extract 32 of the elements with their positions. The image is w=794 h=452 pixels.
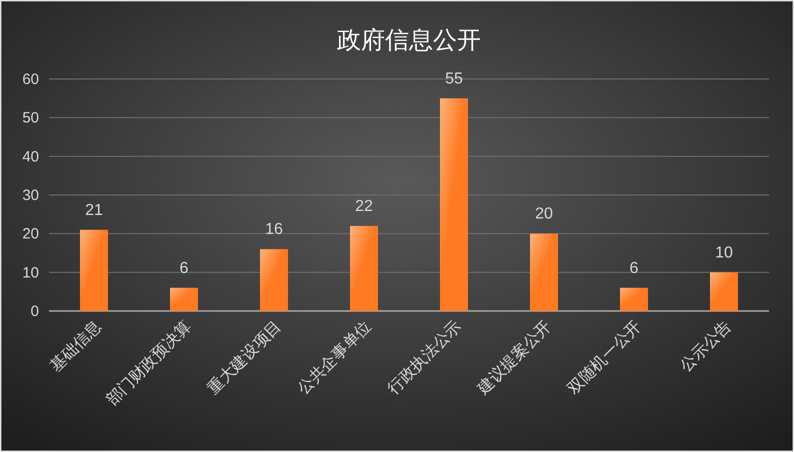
y-tick-label: 20 <box>22 226 39 243</box>
bar <box>260 249 288 311</box>
x-tick-label: 公示公告 <box>676 317 735 376</box>
x-tick-label: 双随机一公开 <box>564 317 645 398</box>
y-tick-label: 0 <box>30 303 39 320</box>
data-label: 10 <box>715 244 733 262</box>
bar <box>80 230 108 311</box>
data-label: 22 <box>355 198 373 215</box>
bar <box>170 288 198 311</box>
data-label: 55 <box>445 70 463 88</box>
chart-title: 政府信息公开 <box>337 27 481 54</box>
data-label: 20 <box>535 206 553 223</box>
y-tick-label: 40 <box>22 148 39 166</box>
y-tick-label: 50 <box>22 110 39 127</box>
bar <box>710 272 738 311</box>
data-label: 6 <box>180 260 189 277</box>
y-tick-label: 60 <box>22 71 39 88</box>
bar <box>440 98 468 311</box>
data-label: 6 <box>630 260 639 277</box>
y-tick-label: 10 <box>22 264 39 282</box>
x-tick-label: 部门财政预决算 <box>102 317 195 410</box>
x-tick-label: 公共企事单位 <box>294 317 375 398</box>
x-tick-label: 行政执法公示 <box>384 317 465 398</box>
bar <box>350 226 378 311</box>
y-tick-label: 30 <box>22 187 39 204</box>
bar <box>620 288 648 311</box>
x-tick-label: 建议提案公开 <box>474 317 555 398</box>
x-tick-label: 基础信息 <box>46 317 105 376</box>
data-label: 16 <box>265 221 283 238</box>
bar <box>530 234 558 311</box>
x-tick-label: 重大建设项目 <box>204 317 285 398</box>
data-label: 21 <box>85 202 103 219</box>
